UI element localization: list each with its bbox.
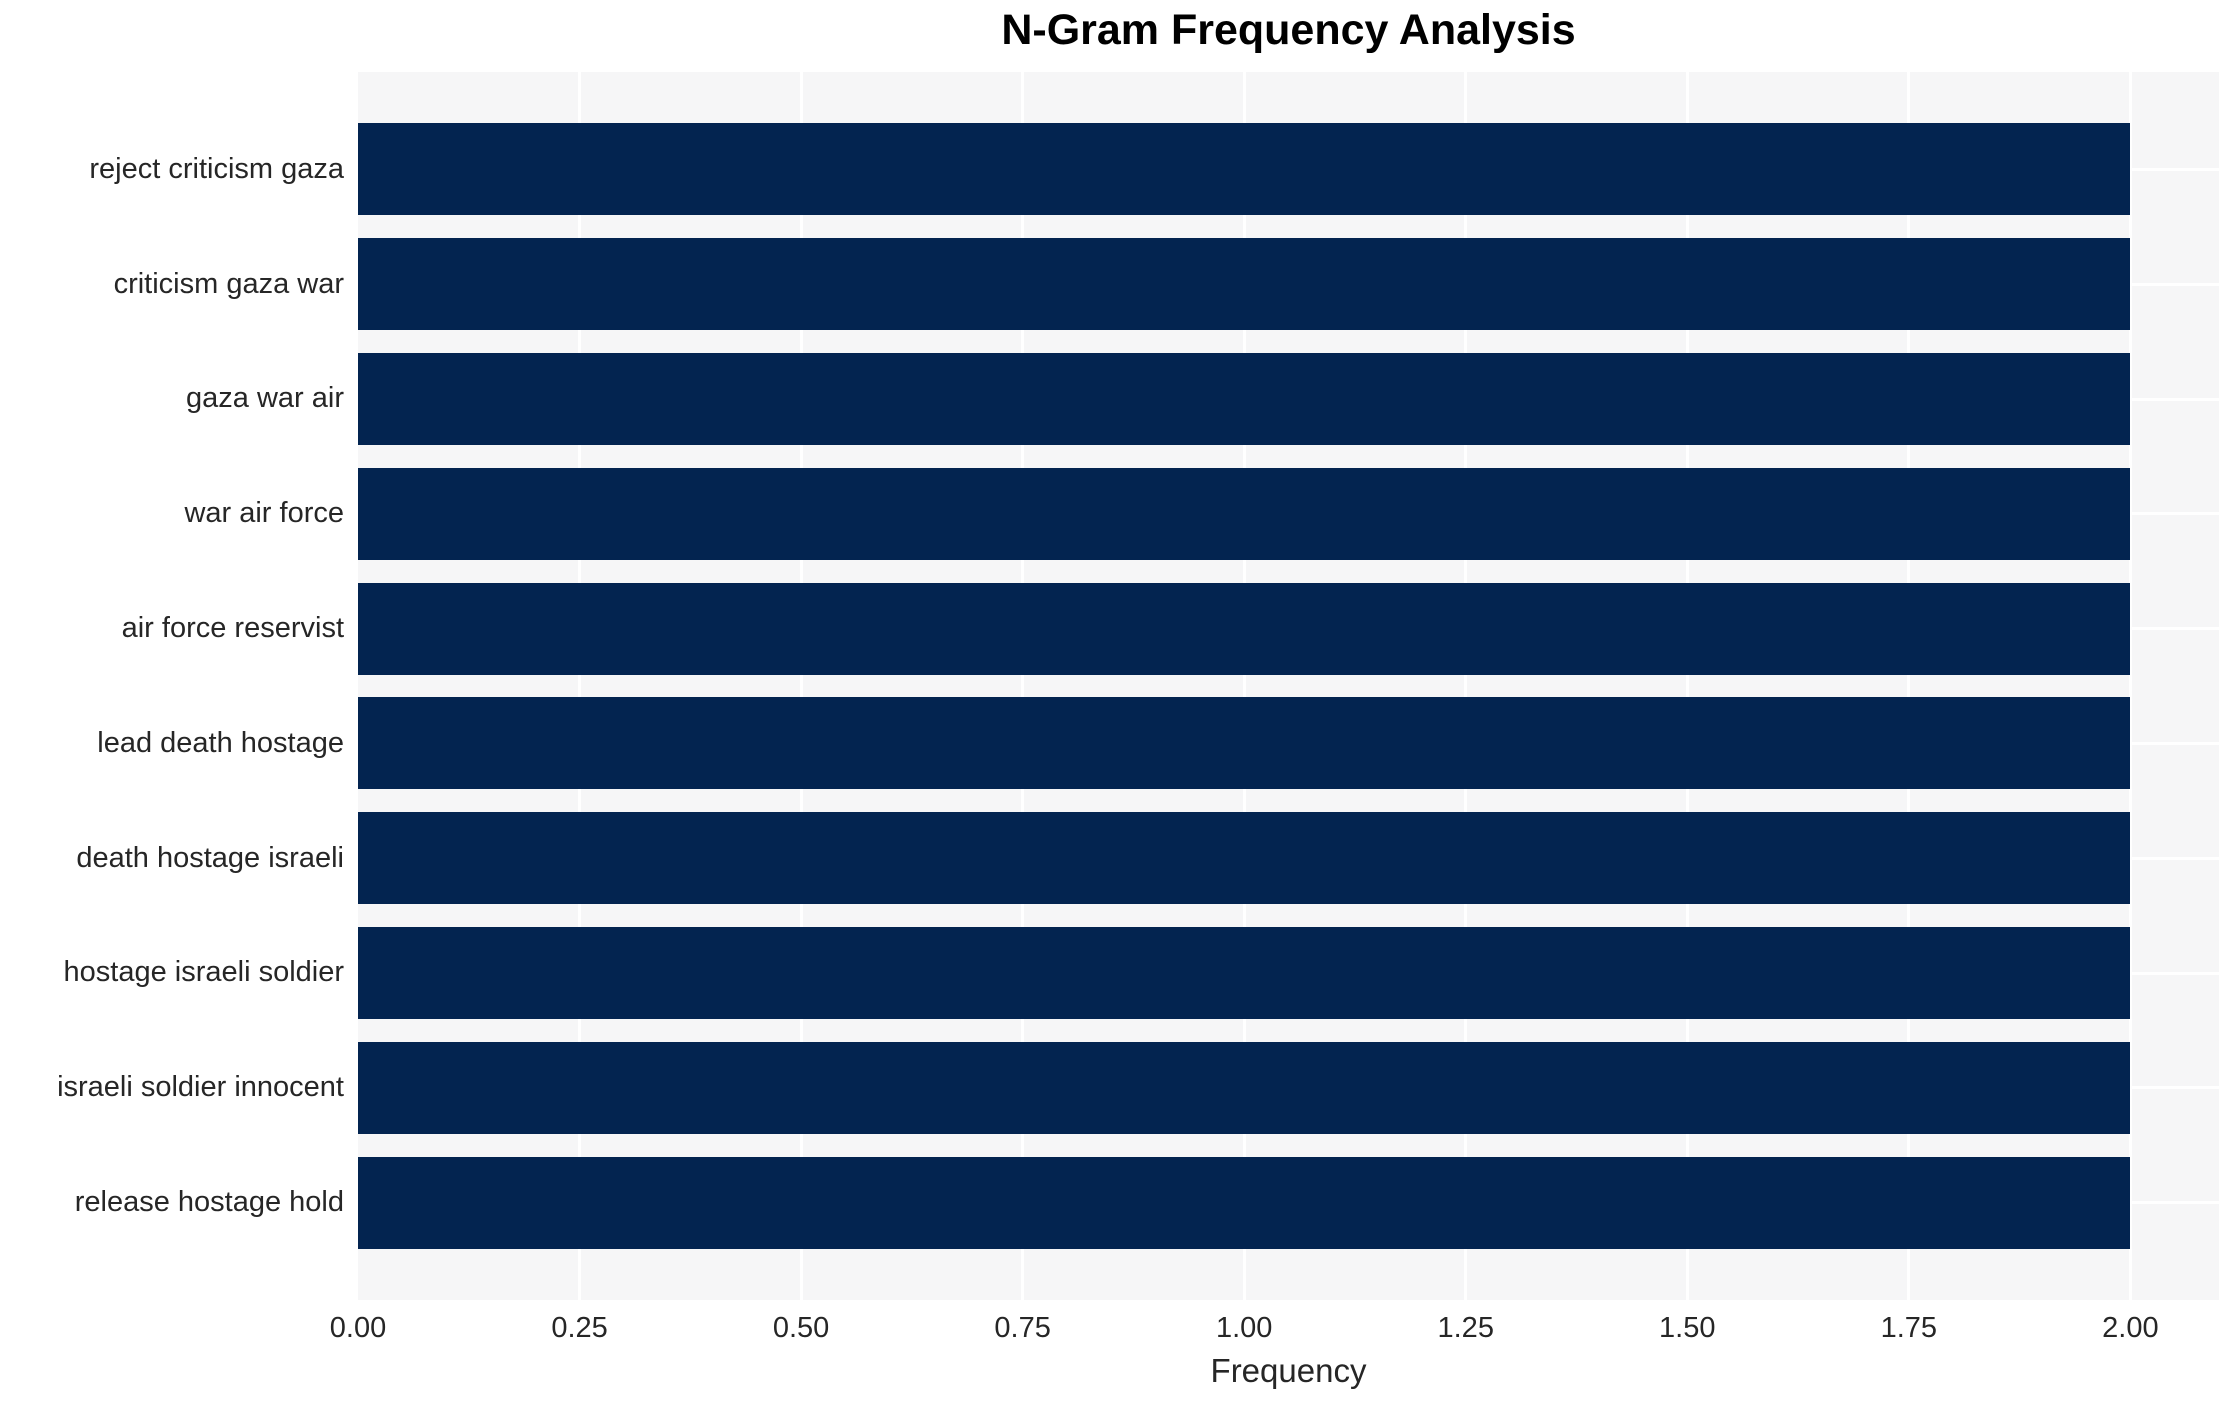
x-axis-tick-label: 0.50 <box>772 1312 830 1344</box>
chart-title: N-Gram Frequency Analysis <box>1001 6 1576 54</box>
vertical-gridline <box>1685 72 1689 1300</box>
bar <box>358 1041 2131 1134</box>
y-axis-tick-label: israeli soldier innocent <box>57 1071 344 1104</box>
x-axis-tick-label: 1.50 <box>1659 1312 1716 1344</box>
vertical-gridline <box>1242 72 1246 1300</box>
x-axis-ticks: 0.00 0.25 0.50 0.75 1.00 1.25 1.50 1.75 2.00 <box>0 1312 2239 1352</box>
vertical-gridline <box>1464 72 1468 1300</box>
bar <box>358 467 2131 560</box>
y-axis-tick-label: reject criticism gaza <box>89 152 344 185</box>
bar <box>358 697 2131 790</box>
y-axis-tick-label: release hostage hold <box>74 1186 344 1219</box>
x-axis-tick-label: 0.25 <box>551 1312 608 1344</box>
y-axis-tick-label: gaza war air <box>186 382 344 415</box>
plot-area <box>358 72 2219 1300</box>
bar <box>358 123 2131 216</box>
bar <box>358 1156 2131 1249</box>
vertical-gridline <box>1021 72 1025 1300</box>
vertical-gridline <box>2128 72 2132 1300</box>
y-axis-tick-label: criticism gaza war <box>113 267 344 300</box>
x-axis-tick-label: 2.00 <box>2102 1312 2159 1344</box>
bar <box>358 238 2131 331</box>
x-axis-tick-label: 1.25 <box>1437 1312 1494 1344</box>
bar <box>358 582 2131 675</box>
y-axis-tick-label: death hostage israeli <box>76 841 344 874</box>
y-axis-tick-label: air force reservist <box>121 612 344 645</box>
vertical-gridline <box>578 72 582 1300</box>
bar <box>358 927 2131 1019</box>
bar <box>358 812 2131 905</box>
bar <box>358 353 2131 445</box>
x-axis-tick-label: 0.75 <box>994 1312 1051 1344</box>
y-axis-tick-label: lead death hostage <box>97 726 344 759</box>
y-axis-tick-label: war air force <box>184 497 344 530</box>
x-axis-tick-label: 1.75 <box>1880 1312 1938 1344</box>
y-axis-tick-label: hostage israeli soldier <box>63 956 344 989</box>
vertical-gridline <box>1907 72 1911 1300</box>
vertical-gridline <box>799 72 803 1300</box>
x-axis-tick-label: 0.00 <box>329 1312 387 1344</box>
x-axis-tick-label: 1.00 <box>1215 1312 1273 1344</box>
x-axis-label: Frequency <box>1210 1352 1367 1389</box>
